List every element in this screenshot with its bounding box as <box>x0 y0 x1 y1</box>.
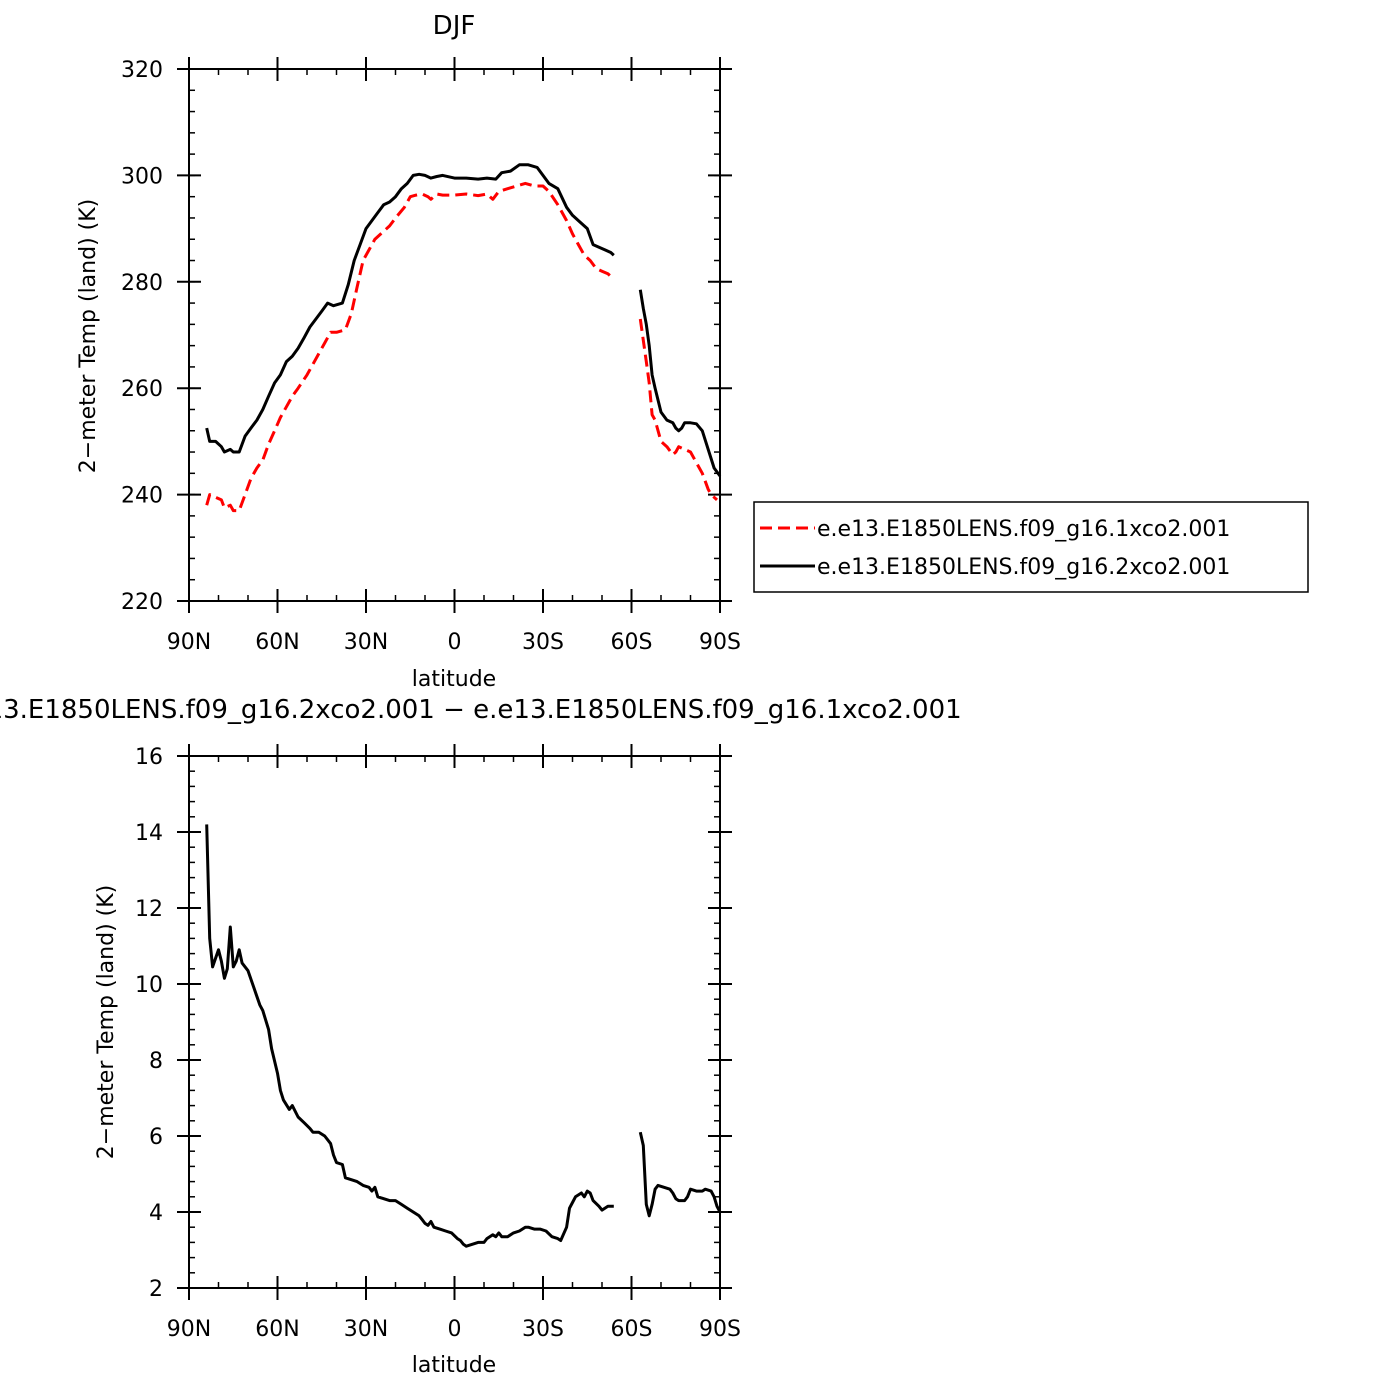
legend: e.e13.E1850LENS.f09_g16.1xco2.001 e.e13.… <box>753 501 1309 593</box>
bottom-y-tick-label: 6 <box>149 1125 163 1150</box>
bottom-x-tick-label: 60N <box>255 1317 299 1342</box>
top-x-tick-label: 90N <box>167 630 211 655</box>
chart-bottom-title: e.e13.E1850LENS.f09_g16.2xco2.001 − e.e1… <box>0 695 962 725</box>
bottom-plot-frame <box>188 755 721 1289</box>
bottom-x-tick-label: 90S <box>699 1317 741 1342</box>
top-x-tick-label: 90S <box>699 630 741 655</box>
bottom-x-tick-label: 0 <box>448 1317 462 1342</box>
chart-bottom-ylabel: 2−meter Temp (land) (K) <box>94 885 119 1159</box>
bottom-y-tick-label: 4 <box>149 1201 163 1226</box>
legend-label-2xco2: e.e13.E1850LENS.f09_g16.2xco2.001 <box>817 555 1230 580</box>
bottom-y-tick-label: 10 <box>135 973 163 998</box>
top-y-tick-label: 260 <box>121 377 163 402</box>
top-series-0-line <box>638 318 719 502</box>
top-series-0-line <box>205 181 615 513</box>
top-x-tick-label: 60N <box>255 630 299 655</box>
bottom-x-tick-label: 60S <box>611 1317 653 1342</box>
top-y-tick-label: 280 <box>121 271 163 296</box>
top-y-tick-label: 240 <box>121 484 163 509</box>
bottom-y-tick-label: 2 <box>149 1277 163 1302</box>
top-y-tick-label: 220 <box>121 590 163 615</box>
top-x-tick-label: 0 <box>448 630 462 655</box>
top-plot-frame <box>188 68 721 602</box>
top-series-1-line <box>638 289 722 477</box>
bottom-x-tick-label: 90N <box>167 1317 211 1342</box>
top-x-tick-label: 30N <box>344 630 388 655</box>
top-series-1-line <box>205 163 615 454</box>
bottom-y-tick-label: 8 <box>149 1049 163 1074</box>
bottom-series-0-line <box>638 1131 722 1218</box>
top-y-tick-label: 320 <box>121 58 163 83</box>
bottom-y-tick-label: 14 <box>135 821 163 846</box>
bottom-y-tick-label: 16 <box>135 745 163 770</box>
top-x-tick-label: 30S <box>522 630 564 655</box>
bottom-series-0-line <box>205 824 614 1248</box>
chart-top-xlabel: latitude <box>412 667 496 692</box>
legend-box <box>753 501 1309 593</box>
chart-bottom-xlabel: latitude <box>412 1353 496 1378</box>
chart-top-ylabel: 2−meter Temp (land) (K) <box>76 199 101 473</box>
chart-top-djf: DJF latitude 2−meter Temp (land) (K) 90N… <box>76 11 1309 692</box>
bottom-x-tick-label: 30S <box>522 1317 564 1342</box>
bottom-x-tick-label: 30N <box>344 1317 388 1342</box>
legend-label-1xco2: e.e13.E1850LENS.f09_g16.1xco2.001 <box>817 517 1230 542</box>
chart-bottom-difference: e.e13.E1850LENS.f09_g16.2xco2.001 − e.e1… <box>0 695 962 1378</box>
bottom-y-tick-label: 12 <box>135 897 163 922</box>
top-y-tick-label: 300 <box>121 164 163 189</box>
chart-top-title: DJF <box>433 11 476 41</box>
top-x-tick-label: 60S <box>611 630 653 655</box>
